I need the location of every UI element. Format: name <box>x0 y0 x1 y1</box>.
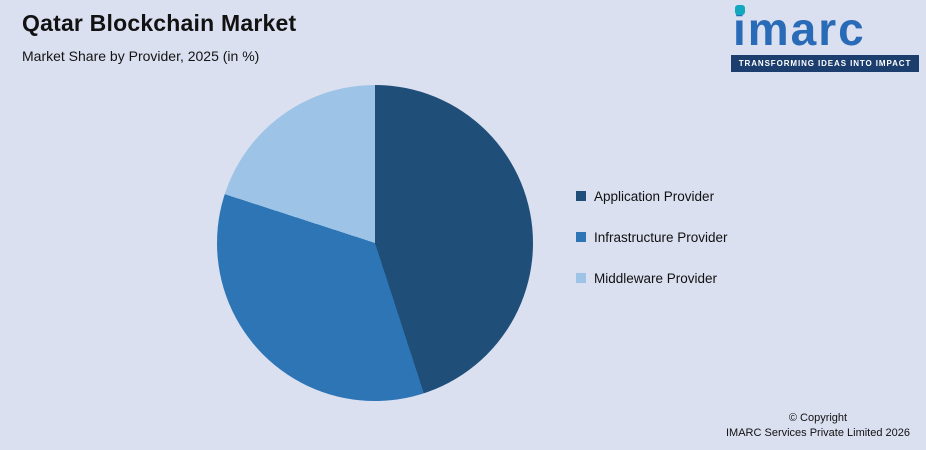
legend-item: Infrastructure Provider <box>576 229 728 245</box>
copyright-notice: © Copyright IMARC Services Private Limit… <box>726 411 910 440</box>
legend-label: Middleware Provider <box>594 270 718 286</box>
legend-label: Application Provider <box>594 188 715 204</box>
legend-marker <box>576 273 586 283</box>
pie-chart <box>217 85 533 401</box>
imarc-brand-text: imarc <box>733 3 866 55</box>
legend-item: Middleware Provider <box>576 270 728 286</box>
legend-marker <box>576 191 586 201</box>
imarc-logo: imarc TRANSFORMING IDEAS INTO IMPACT <box>731 3 919 72</box>
copyright-line-1: © Copyright <box>788 412 848 425</box>
chart-subtitle: Market Share by Provider, 2025 (in %) <box>22 48 260 64</box>
imarc-logo-dot-icon <box>735 5 745 15</box>
page-title: Qatar Blockchain Market <box>22 10 297 36</box>
copyright-line-2: IMARC Services Private Limited 2026 <box>725 426 910 439</box>
imarc-tagline: TRANSFORMING IDEAS INTO IMPACT <box>731 55 919 72</box>
legend-label: Infrastructure Provider <box>594 229 728 245</box>
legend-marker <box>576 232 586 242</box>
legend-item: Application Provider <box>576 188 728 204</box>
chart-legend: Application Provider Infrastructure Prov… <box>576 189 728 312</box>
